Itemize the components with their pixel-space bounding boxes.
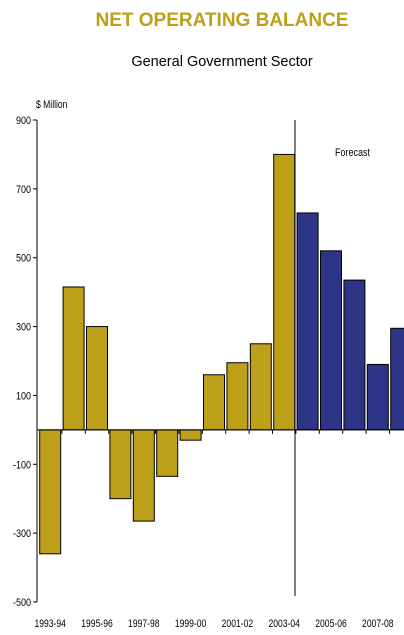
bar-2007-08 [366, 363, 389, 431]
bar-1997-98 [132, 429, 155, 522]
bars-group [39, 153, 404, 555]
bar-2004-05 [296, 212, 319, 431]
bar-2005-06 [320, 250, 342, 431]
bar-2000-01 [203, 374, 225, 431]
chart-title: NET OPERATING BALANCE [96, 10, 349, 31]
bar-2008-09 [390, 327, 404, 431]
x-tick-label: 2007-08 [362, 618, 394, 630]
x-tick-label: 2003-04 [268, 618, 300, 630]
x-tick-label: 1993-94 [34, 618, 66, 630]
x-tick-label: 1995-96 [81, 618, 113, 630]
y-tick-label: 700 [16, 184, 31, 196]
bar-2003-04 [273, 153, 296, 431]
bar-2006-07 [343, 279, 366, 431]
bar-2001-02 [226, 362, 249, 431]
bar-1993-94 [39, 429, 62, 555]
x-tick-label: 1999-00 [175, 618, 207, 630]
bar-1995-96 [86, 326, 108, 431]
forecast-annotation: Forecast [335, 147, 370, 159]
y-axis: -500 -300 -100 100 300 500 700 900 [13, 115, 38, 609]
y-tick-label: -500 [13, 597, 31, 609]
x-tick-label: 2005-06 [315, 618, 347, 630]
y-tick-label: 100 [16, 391, 31, 403]
bar-1996-97 [109, 429, 132, 500]
x-tick-label: 1997-98 [128, 618, 160, 630]
bar-1999-00 [179, 429, 202, 441]
bar-2002-03 [249, 343, 272, 431]
y-tick-label: 300 [16, 322, 31, 334]
x-axis: 1993-94 1995-96 1997-98 1999-00 2001-02 2003-… [34, 429, 404, 630]
y-axis-unit-label: $ Million [36, 99, 67, 111]
y-tick-label: 500 [16, 253, 31, 265]
y-tick-label: -300 [13, 528, 31, 540]
y-tick-label: -100 [13, 460, 31, 472]
y-tick-label: 900 [16, 115, 31, 127]
chart-subtitle: General Government Sector [131, 54, 313, 70]
x-tick-label: 2001-02 [222, 618, 253, 630]
bar-1994-95 [62, 286, 85, 431]
bar-1998-99 [156, 429, 179, 477]
